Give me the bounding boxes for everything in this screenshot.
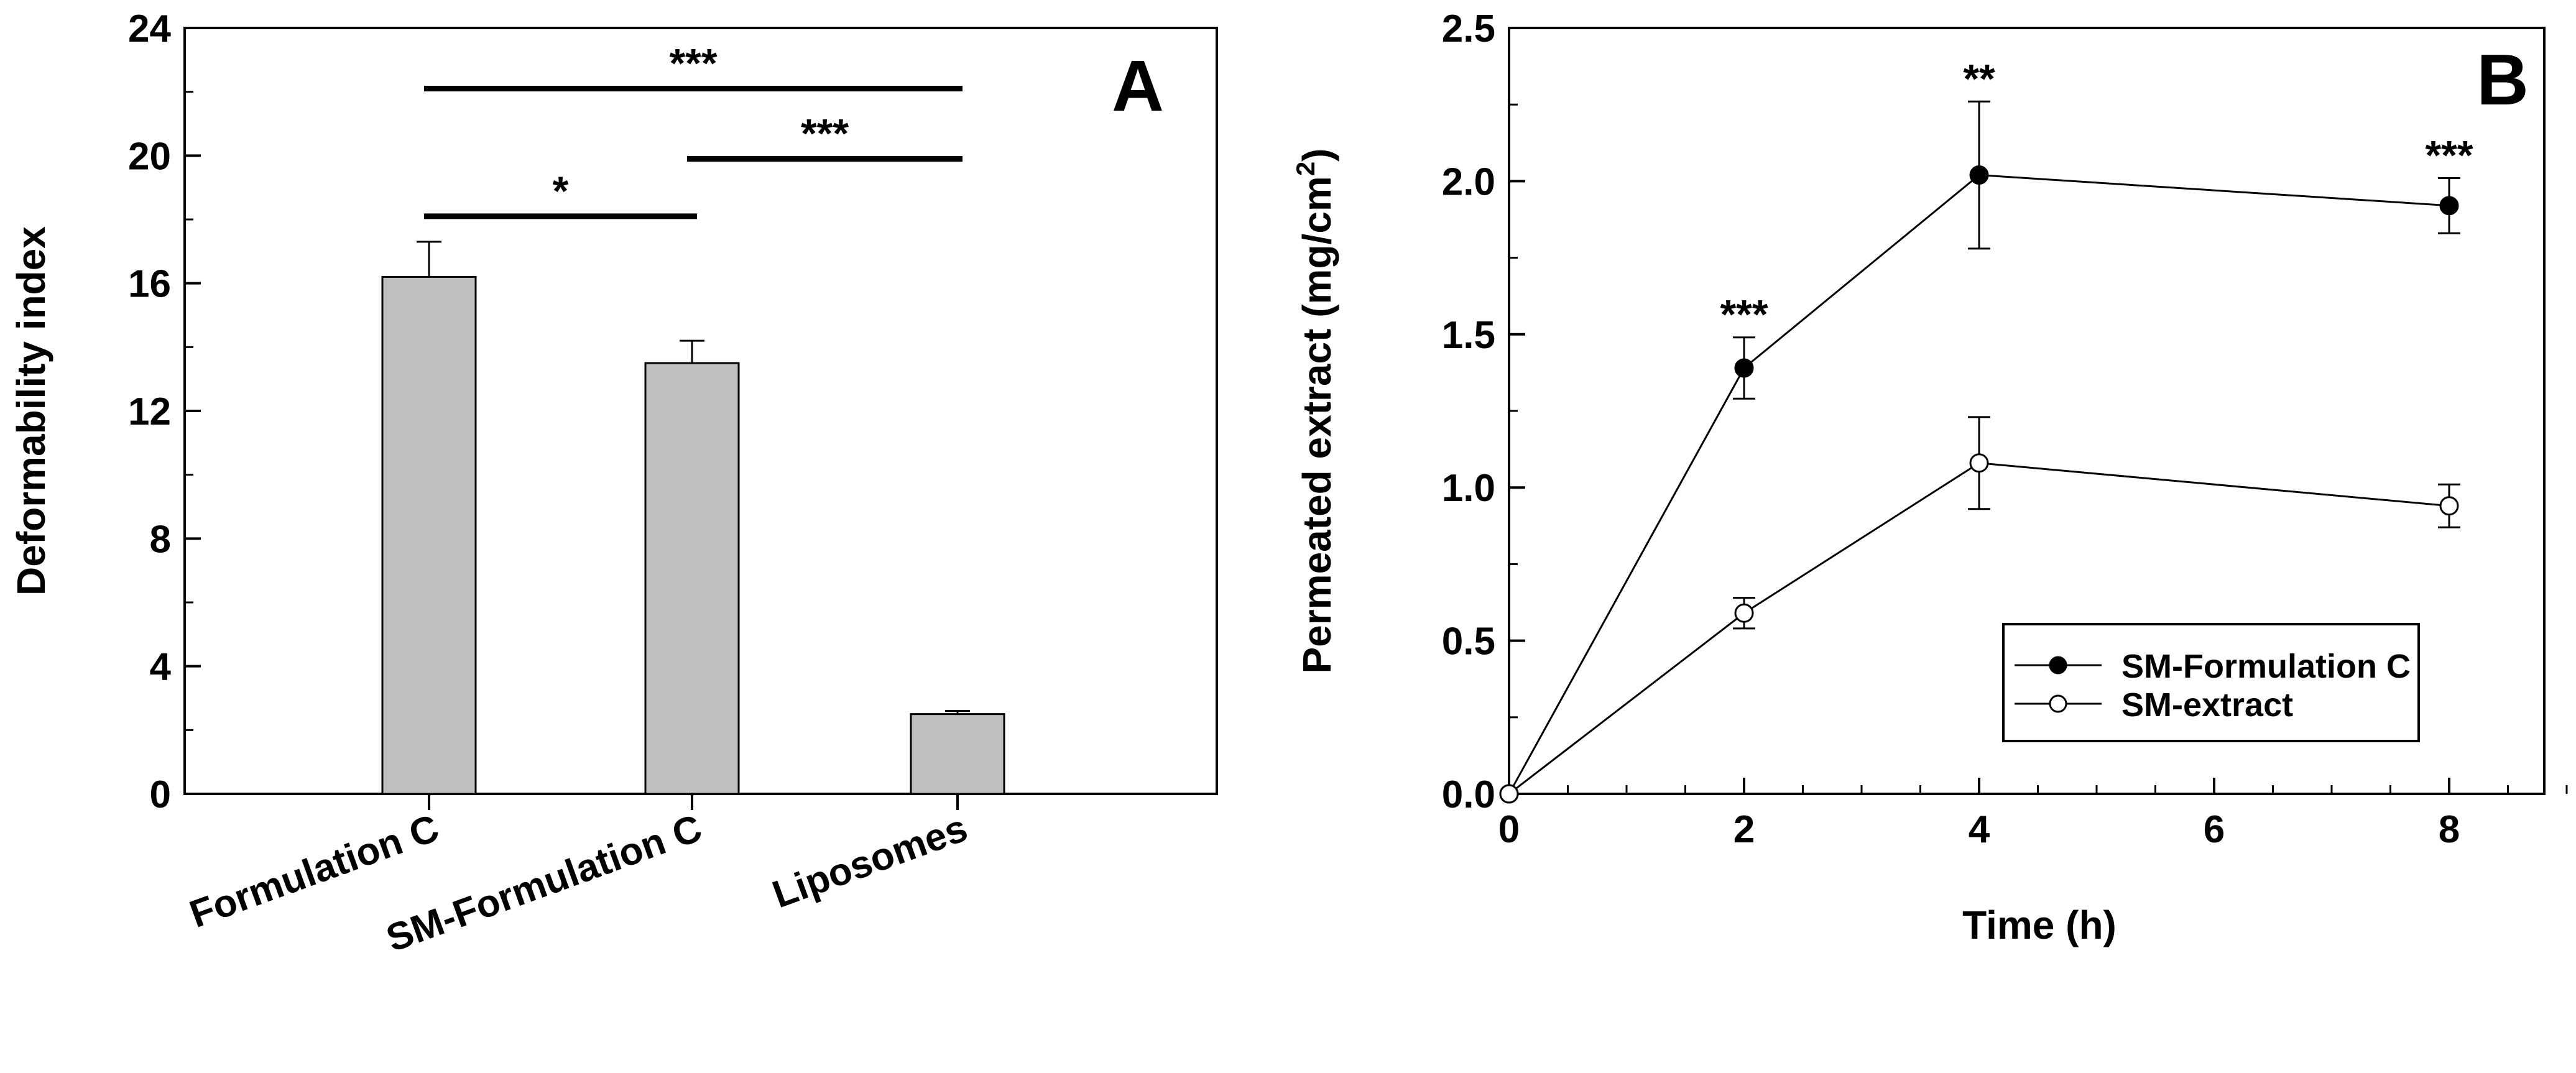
legend-entry-2: SM-extract xyxy=(2121,686,2293,724)
panel-b: 0.00.51.01.52.02.50 2 4 6 8 ******** B Time … xyxy=(1291,7,2568,947)
panel-b-y-axis-label: Permeated extract (mg/cm2) xyxy=(1291,148,1339,673)
y-tick-label: 2.0 xyxy=(1442,160,1495,203)
significance-stars: *** xyxy=(669,40,717,86)
significance-stars: * xyxy=(553,168,569,214)
legend-entry-1: SM-Formulation C xyxy=(2121,648,2411,685)
y-tick-label: 4 xyxy=(150,646,172,689)
bar xyxy=(381,275,477,795)
panel-a-bars xyxy=(381,241,1005,795)
panel-b-significance: ******** xyxy=(1720,55,2473,337)
data-point-filled xyxy=(2439,196,2459,216)
panel-b-legend: SM-Formulation C SM-extract xyxy=(2002,623,2420,742)
data-point-open xyxy=(1734,603,1754,623)
y-tick-label: 1.5 xyxy=(1442,314,1495,357)
bar xyxy=(644,362,740,795)
x-tick-label: 8 xyxy=(2439,808,2460,851)
significance-stars: ** xyxy=(1963,55,1995,101)
panel-b-letter: B xyxy=(2477,39,2529,120)
significance-stars: *** xyxy=(1720,292,1768,338)
x-tick-label: 4 xyxy=(1969,808,1990,851)
panel-b-series xyxy=(1499,100,2460,804)
legend-marker-filled xyxy=(2049,656,2067,675)
legend-marker-open xyxy=(2049,694,2067,713)
series-line xyxy=(1508,462,2450,795)
y-tick-label: 20 xyxy=(128,135,171,178)
data-point-open xyxy=(1499,784,1519,804)
data-point-open xyxy=(1969,453,1989,473)
y-tick-label: 0.5 xyxy=(1442,620,1495,663)
data-point-filled xyxy=(1734,358,1754,378)
x-tick-label: 0 xyxy=(1498,808,1520,851)
y-tick-label: 12 xyxy=(128,390,171,433)
legend-box xyxy=(2002,623,2420,742)
bar xyxy=(910,713,1005,795)
panel-b-y-axis-label-main: Permeated extract (mg/cm xyxy=(1295,176,1339,673)
y-tick-label: 24 xyxy=(128,7,171,50)
data-point-open xyxy=(2439,496,2459,516)
x-tick-label: 2 xyxy=(1733,808,1755,851)
y-tick-label: 16 xyxy=(128,263,171,306)
y-tick-label: 1.0 xyxy=(1442,467,1495,510)
significance-stars: *** xyxy=(801,110,849,156)
y-tick-label: 2.5 xyxy=(1442,7,1495,50)
y-tick-label: 0 xyxy=(150,773,171,816)
panel-b-y-axis-label-superscript: 2 xyxy=(1291,162,1320,176)
x-tick-label: 6 xyxy=(2204,808,2225,851)
x-tick-label: Liposomes xyxy=(767,806,973,916)
panel-b-axis-ticks: 0.0 0.5 1.0 1.5 2.0 2.5 0 2 4 6 8 xyxy=(1442,7,2568,851)
y-tick-label: 8 xyxy=(150,518,171,561)
panel-a-letter: A xyxy=(1112,45,1164,126)
data-point-filled xyxy=(1969,165,1989,185)
significance-stars: *** xyxy=(2425,132,2473,178)
panel-a-y-axis-label: Deformability index xyxy=(9,226,53,596)
panel-b-y-axis-label-end: ) xyxy=(1295,148,1339,161)
series-line xyxy=(1508,174,2450,794)
y-tick-label: 0.0 xyxy=(1442,773,1495,816)
panel-a-significance: ******* xyxy=(424,40,963,219)
panel-b-x-axis-label: Time (h) xyxy=(1962,903,2117,947)
